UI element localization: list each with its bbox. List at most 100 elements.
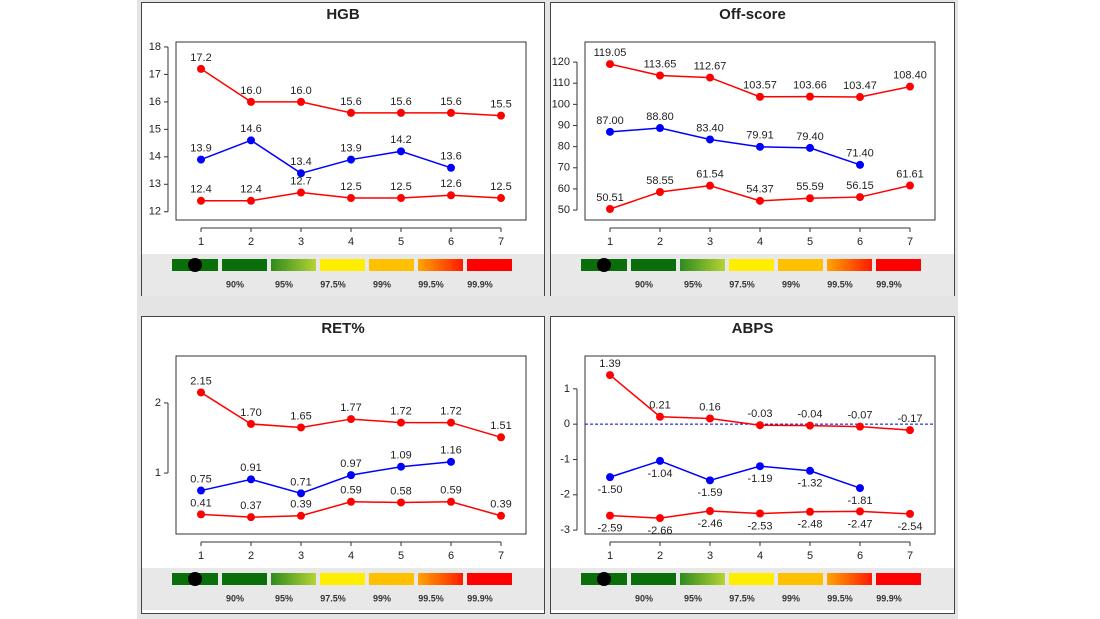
data-point [497, 511, 505, 520]
y-tick-label: 15 [149, 123, 161, 135]
chart-panel: ABPS -3 -2 -1 0 1 1 2 3 4 5 6 7 1.39 0.21 0.16 -0.03 -0.0… [550, 316, 955, 614]
data-label: 0.97 [340, 458, 361, 470]
data-point [706, 476, 714, 485]
data-label: -0.04 [797, 408, 822, 420]
y-tick-label: 0 [564, 418, 570, 430]
data-label: 13.9 [190, 142, 211, 154]
legend-swatch [631, 259, 676, 271]
data-label: 15.6 [440, 96, 461, 108]
y-tick-label: 50 [558, 204, 570, 216]
panel-border [550, 316, 955, 614]
data-point [297, 97, 305, 106]
legend-label: 95% [684, 593, 702, 603]
data-label: 113.65 [644, 58, 677, 70]
y-tick-label: 60 [558, 183, 570, 195]
data-point [447, 418, 455, 427]
data-label: 83.40 [696, 122, 724, 134]
data-label: 87.00 [596, 115, 624, 127]
panel-border [141, 316, 545, 614]
data-label: -0.03 [747, 408, 772, 420]
legend-swatch [467, 259, 512, 271]
data-label: 61.54 [696, 169, 724, 181]
x-tick-label: 1 [198, 236, 204, 248]
x-tick-label: 2 [657, 236, 663, 248]
x-tick-label: 6 [448, 236, 454, 248]
data-label: 0.59 [440, 485, 461, 497]
data-label: 119.05 [594, 47, 627, 59]
data-point [197, 196, 205, 205]
data-label: 0.71 [290, 476, 311, 488]
legend-label: 97.5% [729, 279, 755, 289]
data-point [806, 143, 814, 152]
data-label: 0.91 [240, 462, 261, 474]
data-label: 108.40 [893, 70, 927, 82]
y-tick-label: 120 [552, 56, 570, 68]
data-point [497, 111, 505, 120]
data-label: 79.91 [746, 130, 774, 142]
data-point [347, 497, 355, 506]
data-label: 61.61 [896, 168, 924, 180]
y-tick-label: 100 [552, 98, 570, 110]
y-tick-label: 1 [564, 383, 570, 395]
data-point [247, 97, 255, 106]
data-label: 50.51 [596, 192, 624, 204]
x-tick-label: 5 [807, 550, 813, 562]
chart-title: ABPS [732, 320, 774, 337]
data-point [906, 82, 914, 91]
legend-swatch [320, 259, 365, 271]
legend-label: 99% [373, 593, 391, 603]
legend-swatch [680, 259, 725, 271]
data-point [197, 155, 205, 164]
data-label: 1.77 [340, 402, 361, 414]
y-tick-label: 12 [149, 206, 161, 218]
data-point [606, 60, 614, 69]
data-point [656, 71, 664, 80]
data-point [706, 181, 714, 190]
data-label: 88.80 [646, 111, 674, 123]
data-point [706, 135, 714, 144]
data-point [247, 475, 255, 484]
data-point [606, 473, 614, 482]
data-point [756, 509, 764, 518]
legend-label: 99.5% [827, 279, 853, 289]
data-point [397, 418, 405, 427]
data-label: 13.9 [340, 142, 361, 154]
data-label: 0.75 [190, 473, 211, 485]
data-point [656, 456, 664, 465]
x-tick-label: 7 [907, 550, 913, 562]
data-point [656, 187, 664, 196]
legend-swatch [320, 573, 365, 585]
legend-label: 99.5% [418, 593, 444, 603]
y-tick-label: 70 [558, 162, 570, 174]
data-label: 0.39 [290, 499, 311, 511]
data-label: 1.72 [440, 405, 461, 417]
data-label: -1.50 [597, 484, 622, 496]
y-tick-label: 18 [149, 41, 161, 53]
data-label: 12.4 [240, 184, 261, 196]
data-label: 12.4 [190, 184, 211, 196]
legend-swatch [778, 573, 823, 585]
data-label: -2.53 [747, 520, 772, 532]
data-label: -1.19 [747, 473, 772, 485]
data-label: 12.5 [390, 181, 411, 193]
legend-swatch [369, 259, 414, 271]
legend-marker [188, 572, 202, 586]
x-tick-label: 1 [607, 550, 613, 562]
data-point [706, 507, 714, 516]
data-point [856, 507, 864, 516]
legend-marker [597, 258, 611, 272]
legend-swatch [631, 573, 676, 585]
data-point [297, 169, 305, 178]
legend-swatch [271, 259, 316, 271]
data-point [856, 422, 864, 431]
x-tick-label: 3 [707, 236, 713, 248]
data-label: 13.4 [290, 156, 311, 168]
data-label: -1.32 [797, 478, 822, 490]
data-point [347, 415, 355, 424]
y-tick-label: 16 [149, 96, 161, 108]
legend-marker [597, 572, 611, 586]
data-label: 17.2 [190, 52, 211, 64]
data-label: 16.0 [240, 85, 261, 97]
data-label: 0.59 [340, 485, 361, 497]
